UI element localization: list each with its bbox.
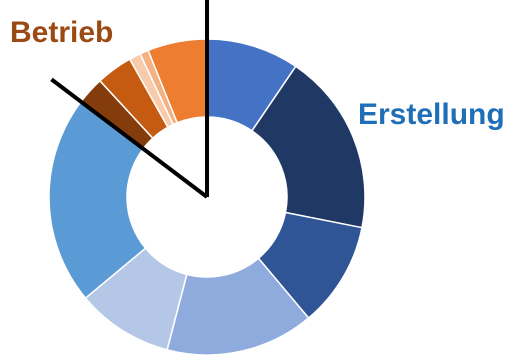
group-divider-line-lower <box>50 77 209 199</box>
donut-slice-erstellung-2 <box>250 65 366 229</box>
donut-slice-erstellung-6 <box>48 100 147 300</box>
donut-slices <box>48 38 366 356</box>
group-label-betrieb: Betrieb <box>10 16 113 49</box>
group-label-erstellung: Erstellung <box>358 98 505 131</box>
